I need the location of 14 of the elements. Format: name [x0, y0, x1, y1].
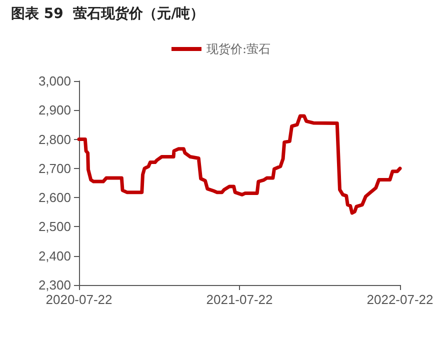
y-tick-label: 2,300	[38, 278, 71, 292]
x-tick-label: 2022-07-22	[366, 292, 434, 307]
y-tick-label: 2,900	[38, 102, 71, 118]
y-tick-label: 2,600	[38, 190, 71, 206]
y-tick-label: 2,800	[38, 132, 71, 147]
y-tick-label: 2,700	[38, 160, 71, 176]
x-tick-label: 2020-07-22	[46, 292, 112, 307]
y-tick-label: 2,500	[38, 219, 71, 234]
y-tick-label: 2,400	[38, 248, 71, 264]
legend-label: 现货价:萤石	[206, 42, 271, 56]
y-tick-label: 3,000	[38, 74, 71, 88]
line-series	[77, 114, 402, 215]
chart-title: 图表 59 萤石现货价（元/吨）	[11, 6, 204, 22]
x-tick-label: 2021-07-22	[206, 292, 273, 307]
